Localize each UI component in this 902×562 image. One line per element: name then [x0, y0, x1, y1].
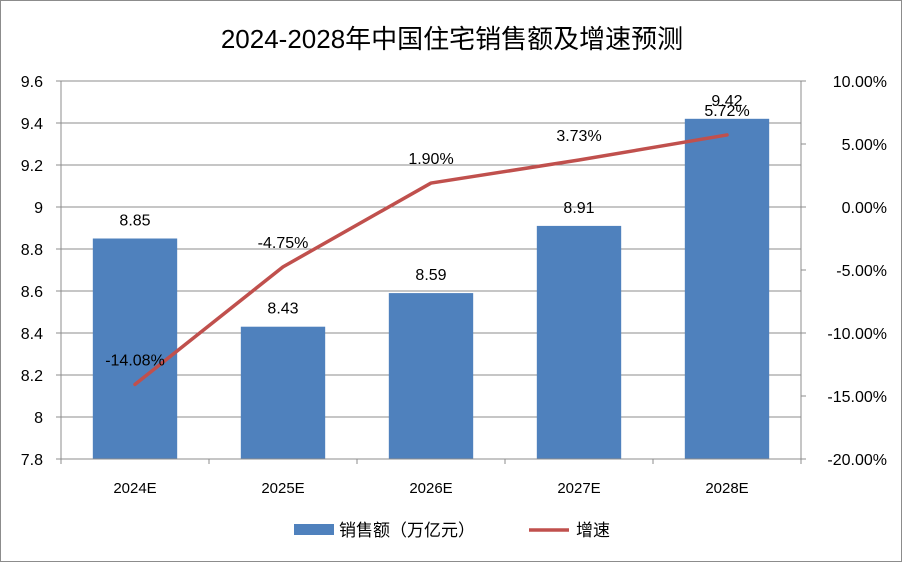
x-tick-label: 2025E: [261, 480, 304, 497]
y-left-tick-label: 7.8: [21, 452, 43, 469]
bar: [92, 238, 178, 459]
line-data-label: -4.75%: [258, 235, 309, 252]
y-left-tick-label: 9.6: [21, 74, 43, 91]
bar-series: [92, 118, 770, 460]
bar-data-label: 8.85: [119, 213, 150, 230]
y-left-tick-label: 8.2: [21, 368, 43, 385]
bar: [684, 118, 770, 460]
y-right-tick-label: 10.00%: [833, 74, 887, 91]
bar: [240, 326, 326, 459]
y-right-tick-label: -20.00%: [827, 452, 887, 469]
y-left-tick-label: 9.2: [21, 158, 43, 175]
bar: [388, 293, 474, 459]
x-tick-label: 2027E: [557, 480, 600, 497]
y-left-tick-label: 9: [34, 200, 43, 217]
legend-line-label: 增速: [576, 521, 610, 541]
bar-data-label: 9.42: [711, 93, 742, 110]
legend-bar-swatch: [294, 524, 334, 535]
bar-data-label: 8.91: [563, 200, 594, 217]
y-right-tick-label: -10.00%: [827, 326, 887, 343]
chart-title: 2024-2028年中国住宅销售额及增速预测: [221, 24, 683, 54]
gridlines: [61, 80, 801, 418]
y-right-tick-label: -15.00%: [827, 389, 887, 406]
y-left-tick-label: 8.8: [21, 242, 43, 259]
legend: 销售额（万亿元） 增速: [294, 521, 610, 541]
x-tick-label: 2024E: [113, 480, 156, 497]
y-left-tick-label: 8.4: [21, 326, 43, 343]
line-series: [133, 133, 729, 387]
bar-data-label: 8.43: [267, 301, 298, 318]
line-data-label: 3.73%: [556, 128, 601, 145]
x-tick-label: 2028E: [705, 480, 748, 497]
data-labels: 8.85 8.43 8.59 8.91 9.42 -14.08% -4.75% 1.90% 3.…: [105, 93, 749, 370]
axes: 7.8 8 8.2 8.4 8.6 8.8 9 9.2 9.4 9.6 -20.00% -15.00%…: [21, 74, 887, 497]
line-data-label: 1.90%: [408, 151, 453, 168]
bar-data-label: 8.59: [415, 267, 446, 284]
line-data-label: 5.72%: [704, 103, 749, 120]
y-left-tick-label: 9.4: [21, 116, 43, 133]
legend-bar-label: 销售额（万亿元）: [339, 521, 475, 541]
y-right-tick-label: 5.00%: [842, 137, 887, 154]
y-right-tick-label: -5.00%: [836, 263, 887, 280]
x-tick-label: 2026E: [409, 480, 452, 497]
line-data-label: -14.08%: [105, 352, 165, 369]
y-right-tick-label: 0.00%: [842, 200, 887, 217]
y-left-tick-label: 8: [34, 410, 43, 427]
bar: [536, 225, 622, 459]
y-left-tick-label: 8.6: [21, 284, 43, 301]
